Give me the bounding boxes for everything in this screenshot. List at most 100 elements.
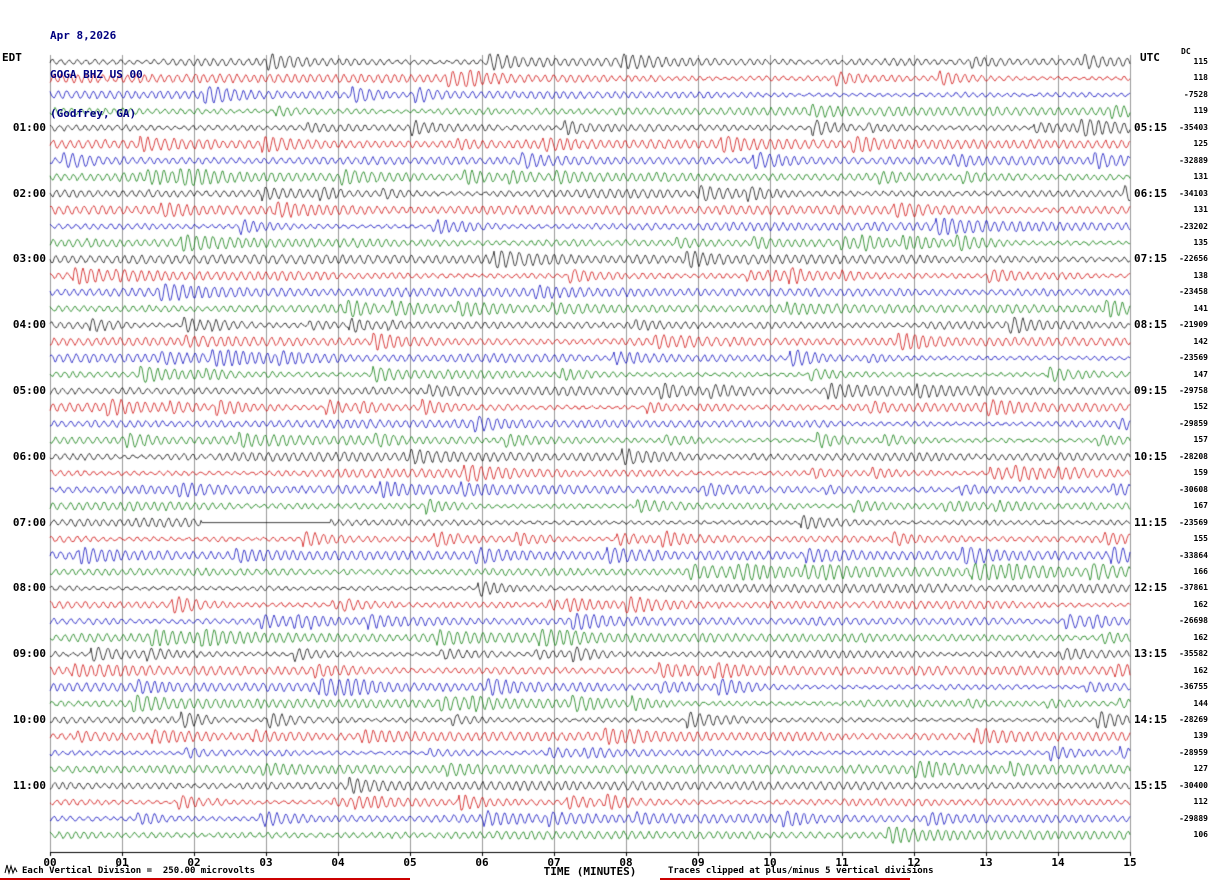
dc-offset-value: -36755 — [1179, 682, 1208, 692]
x-tick-label: 11 — [835, 856, 849, 869]
utc-time-label: 05:15 — [1134, 120, 1168, 134]
dc-offset-value: 167 — [1193, 501, 1208, 511]
dc-offset-value: 135 — [1193, 237, 1208, 247]
edt-hour-label: 08:00 — [12, 581, 46, 595]
dc-offset-value: -29889 — [1179, 813, 1208, 823]
dc-offset-value: -28959 — [1179, 747, 1208, 757]
x-tick-label: 15 — [1123, 856, 1137, 869]
dc-offset-value: -32889 — [1179, 155, 1208, 165]
dc-offset-value: -23569 — [1179, 353, 1208, 363]
utc-time-label: 14:15 — [1134, 713, 1168, 726]
header: Apr 8,2026 GOGA BHZ US 00 (Godfrey, GA) — [50, 3, 143, 146]
edt-hour-label: 10:00 — [12, 713, 46, 726]
x-tick-label: 09 — [691, 856, 705, 869]
dc-offset-value: -28269 — [1179, 715, 1208, 724]
dc-offset-value: 112 — [1193, 797, 1208, 807]
x-tick-label: 00 — [43, 856, 57, 869]
utc-time-label: 09:15 — [1134, 384, 1168, 397]
dc-offset-value: 152 — [1193, 402, 1208, 412]
dc-offset-value: 162 — [1193, 665, 1208, 675]
edt-hour-label: 09:00 — [12, 647, 46, 661]
dc-offset-value: -7528 — [1183, 89, 1208, 99]
dc-offset-value: -22656 — [1179, 254, 1208, 264]
utc-time-label: 11:15 — [1134, 515, 1168, 529]
dc-offset-value: 162 — [1193, 632, 1208, 642]
dc-offset-value: -29758 — [1179, 386, 1208, 395]
clip-note-underline — [660, 878, 910, 880]
x-tick-label: 01 — [115, 856, 129, 869]
dc-offset-value: -23202 — [1179, 221, 1208, 231]
dc-offset-value: 127 — [1193, 764, 1208, 774]
dc-offset-value: 106 — [1193, 830, 1208, 840]
dc-offset-value: 115 — [1193, 57, 1208, 66]
dc-offset-value: -29859 — [1179, 418, 1208, 428]
x-tick-label: 08 — [619, 856, 633, 869]
dc-offset-value: -23569 — [1179, 517, 1208, 527]
dc-offset-value: 157 — [1193, 435, 1208, 445]
dc-offset-value: 141 — [1193, 303, 1208, 313]
x-tick-label: 07 — [547, 856, 561, 869]
dc-column-label: DC — [1181, 47, 1191, 56]
x-tick-label: 02 — [187, 856, 201, 869]
dc-offset-value: -21909 — [1179, 320, 1208, 330]
dc-offset-value: 118 — [1193, 73, 1208, 83]
dc-offset-value: 162 — [1193, 599, 1208, 609]
scale-note: Each Vertical Division = 250.00 microvol… — [22, 866, 255, 876]
x-tick-label: 04 — [331, 856, 345, 869]
dc-offset-value: 119 — [1193, 106, 1208, 116]
dc-offset-value: 139 — [1193, 731, 1208, 741]
x-tick-label: 12 — [907, 856, 921, 869]
dc-offset-value: 155 — [1193, 534, 1208, 544]
dc-offset-value: -30608 — [1179, 484, 1208, 494]
clip-note: Traces clipped at plus/minus 5 vertical … — [668, 866, 934, 876]
dc-offset-value: 166 — [1193, 566, 1208, 576]
dc-offset-value: -30400 — [1179, 780, 1208, 790]
edt-hour-label: 06:00 — [12, 449, 46, 463]
utc-time-label: 13:15 — [1134, 647, 1168, 661]
dc-offset-value: -23458 — [1179, 287, 1208, 297]
dc-offset-value: 144 — [1193, 698, 1208, 708]
edt-hour-label: 05:00 — [12, 384, 46, 397]
dc-offset-value: -37861 — [1179, 583, 1208, 593]
x-tick-label: 05 — [403, 856, 417, 869]
scale-squiggle-icon — [4, 864, 18, 875]
edt-hour-label: 11:00 — [12, 778, 46, 792]
dc-offset-value: 131 — [1193, 172, 1208, 182]
utc-time-label: 15:15 — [1134, 778, 1168, 792]
edt-hour-label: 04:00 — [12, 318, 46, 332]
x-tick-label: 06 — [475, 856, 489, 869]
utc-time-label: 08:15 — [1134, 318, 1168, 332]
dc-offset-value: -26698 — [1179, 616, 1208, 626]
dc-offset-value: 159 — [1193, 468, 1208, 478]
utc-time-label: 07:15 — [1134, 252, 1168, 266]
left-timezone-label: EDT — [2, 51, 22, 64]
edt-hour-label: 02:00 — [12, 186, 46, 200]
x-axis-title: TIME (MINUTES) — [543, 865, 637, 878]
x-tick-label: 03 — [259, 856, 273, 869]
edt-hour-label: 03:00 — [12, 252, 46, 266]
dc-offset-value: 138 — [1193, 270, 1208, 280]
utc-time-label: 06:15 — [1134, 186, 1168, 200]
dc-offset-value: 125 — [1193, 139, 1208, 149]
x-tick-label: 13 — [979, 856, 993, 869]
utc-time-label: 12:15 — [1134, 581, 1168, 595]
dc-offset-value: -33864 — [1179, 550, 1208, 560]
dc-offset-value: 147 — [1193, 369, 1208, 379]
dc-offset-value: -34103 — [1179, 188, 1208, 198]
edt-hour-label: 07:00 — [12, 515, 46, 529]
header-station: GOGA BHZ US 00 — [50, 68, 143, 81]
header-location: (Godfrey, GA) — [50, 107, 137, 120]
scale-note-underline — [0, 878, 410, 880]
dc-offset-value: -35403 — [1179, 122, 1208, 132]
dc-offset-value: 131 — [1193, 205, 1208, 215]
dc-offset-value: -35582 — [1179, 649, 1208, 659]
right-timezone-label: UTC — [1140, 51, 1160, 64]
header-date: Apr 8,2026 — [50, 29, 117, 42]
x-tick-label: 14 — [1051, 856, 1065, 869]
dc-offset-value: -28208 — [1179, 451, 1208, 461]
edt-hour-label: 01:00 — [12, 120, 46, 134]
dc-offset-value: 142 — [1193, 336, 1208, 346]
x-tick-label: 10 — [763, 856, 777, 869]
